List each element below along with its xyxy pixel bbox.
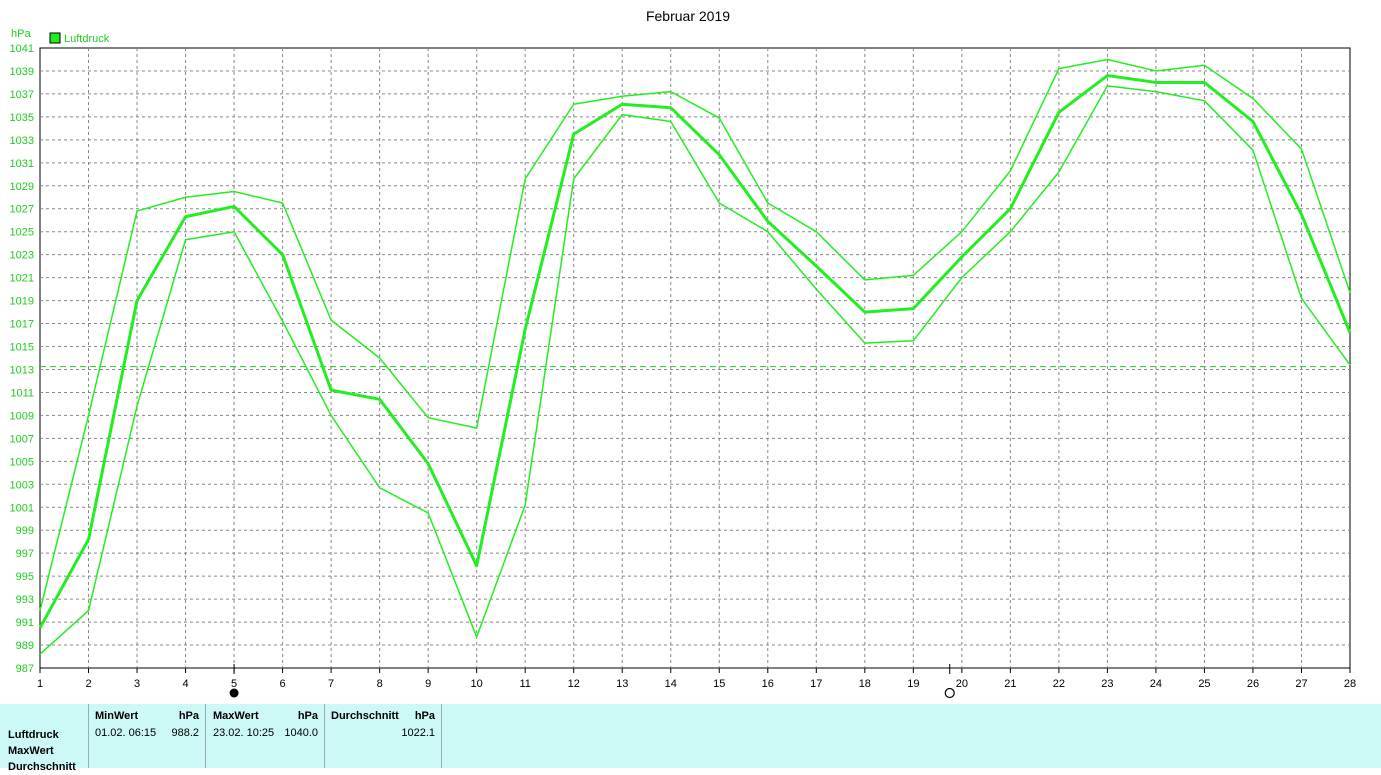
moon-phases (229, 664, 955, 699)
max-unit: hPa (297, 710, 318, 722)
y-tick-label: 1019 (10, 296, 34, 308)
x-tick-label: 10 (471, 678, 483, 690)
x-tick-label: 18 (859, 678, 871, 690)
x-axis: 1 2 3 4 5 6 7 8 9 10 11 12 13 14 15 16 17 18 19 20 21 22 23 24 2… (37, 668, 1356, 690)
series (38, 58, 1352, 655)
x-tick-label: 19 (907, 678, 919, 690)
y-tick-label: 1001 (10, 502, 34, 514)
x-tick-label: 3 (134, 678, 140, 690)
y-tick-label: 1013 (10, 364, 34, 376)
y-tick-label: 995 (16, 571, 34, 583)
max-column: MaxWert hPa 23.02. 10:25 1040.0 (205, 704, 324, 768)
y-tick-label: 1011 (10, 387, 34, 399)
y-tick-label: 1029 (10, 181, 34, 193)
legend-label: Luftdruck (64, 33, 110, 45)
y-tick-label: 1041 (10, 43, 34, 55)
series-mean-line (38, 74, 1352, 629)
x-tick-label: 23 (1101, 678, 1113, 690)
y-tick-label: 1031 (10, 158, 34, 170)
min-value: 988.2 (171, 727, 199, 739)
x-tick-label: 24 (1150, 678, 1162, 690)
x-tick-label: 12 (568, 678, 580, 690)
x-tick-label: 17 (810, 678, 822, 690)
x-tick-label: 13 (616, 678, 628, 690)
series-max-line (39, 58, 1351, 611)
grid (39, 47, 1351, 669)
pressure-chart: Februar 2019 hPa Luftdruck 9879899919939… (10, 8, 1356, 699)
y-tick-label: 997 (16, 548, 34, 560)
row-label-luftdruck: Luftdruck (8, 729, 59, 741)
y-axis-unit: hPa (11, 28, 31, 40)
avg-header: Durchschnitt (331, 710, 399, 722)
y-tick-label: 999 (16, 525, 34, 537)
x-tick-label: 7 (328, 678, 334, 690)
x-tick-label: 5 (231, 678, 237, 690)
y-tick-label: 1009 (10, 410, 34, 422)
min-unit: hPa (178, 710, 199, 722)
x-tick-label: 1 (37, 678, 43, 690)
full-moon-icon (944, 687, 955, 699)
row-label-durchschnitt: Durchschnitt (8, 761, 76, 773)
y-tick-label: 1007 (10, 433, 34, 445)
y-axis: 987 989 991 993 995 997 999 1001 1003 1005 1007 100… (10, 43, 34, 675)
statistics-panel: Luftdruck MaxWert Durchschnitt MinWert h… (0, 704, 1381, 773)
avg-column: Durchschnitt hPa 1022.1 (324, 704, 442, 768)
x-tick-label: 25 (1198, 678, 1210, 690)
avg-value: 1022.1 (401, 727, 435, 739)
y-tick-label: 993 (16, 594, 34, 606)
y-tick-label: 1015 (10, 342, 34, 354)
series-min-line (39, 85, 1351, 655)
chart-title: Februar 2019 (646, 8, 730, 24)
x-tick-label: 9 (425, 678, 431, 690)
y-tick-label: 987 (16, 663, 34, 675)
min-column: MinWert hPa 01.02. 06:15 988.2 (88, 704, 205, 768)
y-tick-label: 1017 (10, 319, 34, 331)
x-tick-label: 8 (377, 678, 383, 690)
y-tick-label: 1039 (10, 66, 34, 78)
x-tick-label: 21 (1004, 678, 1016, 690)
y-tick-label: 1023 (10, 250, 34, 262)
max-value: 1040.0 (284, 727, 318, 739)
x-tick-label: 4 (182, 678, 188, 690)
min-time: 01.02. 06:15 (95, 727, 157, 739)
y-tick-label: 1025 (10, 227, 34, 239)
max-time: 23.02. 10:25 (213, 727, 275, 739)
x-tick-label: 6 (280, 678, 286, 690)
x-tick-label: 15 (713, 678, 725, 690)
min-header: MinWert (95, 710, 139, 722)
plot-frame (39, 47, 1351, 669)
row-label-maxwert: MaxWert (8, 745, 54, 757)
x-tick-label: 26 (1247, 678, 1259, 690)
x-tick-label: 27 (1295, 678, 1307, 690)
x-tick-label: 16 (762, 678, 774, 690)
y-tick-label: 991 (16, 617, 34, 629)
legend-swatch (49, 32, 61, 44)
avg-unit: hPa (414, 710, 435, 722)
x-tick-label: 20 (956, 678, 968, 690)
y-tick-label: 1021 (10, 273, 34, 285)
y-tick-label: 1005 (10, 456, 34, 468)
y-tick-label: 1033 (10, 135, 34, 147)
new-moon-icon (229, 688, 239, 698)
y-tick-label: 1003 (10, 479, 34, 491)
max-header: MaxWert (213, 710, 259, 722)
y-tick-label: 1037 (10, 89, 34, 101)
y-tick-label: 1027 (10, 204, 34, 216)
x-tick-label: 22 (1053, 678, 1065, 690)
y-tick-label: 989 (16, 640, 34, 652)
x-tick-label: 28 (1344, 678, 1356, 690)
y-tick-label: 1035 (10, 112, 34, 124)
x-tick-label: 11 (519, 678, 530, 690)
x-tick-label: 2 (85, 678, 91, 690)
x-tick-label: 14 (665, 678, 677, 690)
